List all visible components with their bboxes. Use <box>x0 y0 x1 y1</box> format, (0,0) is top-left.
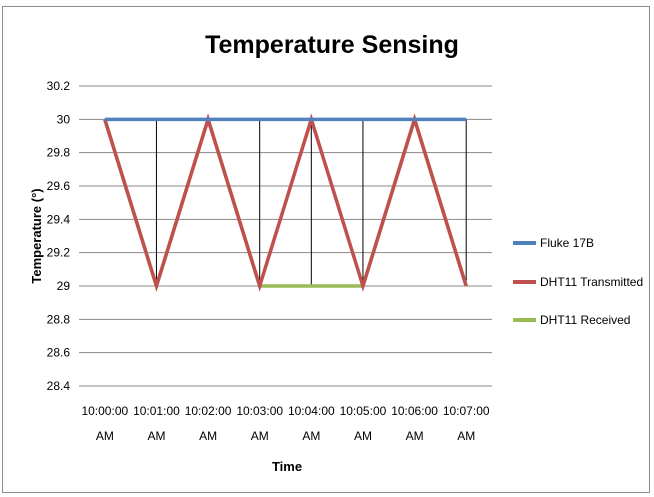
series-line <box>103 113 468 292</box>
y-tick-label: 30.2 <box>47 79 71 93</box>
y-tick-label: 28.4 <box>47 379 71 393</box>
legend-label: Fluke 17B <box>540 236 594 250</box>
legend-label: DHT11 Received <box>540 313 630 327</box>
legend-label: DHT11 Transmitted <box>540 275 643 289</box>
x-tick-label: 10:03:00 <box>236 404 283 418</box>
legend: Fluke 17B DHT11 Transmitted DHT11 Received <box>513 236 643 327</box>
x-tick-label: AM <box>406 429 424 443</box>
y-tick-label: 28.6 <box>47 346 71 360</box>
y-tick-label: 29.8 <box>47 146 71 160</box>
x-tick-label: 10:07:00 <box>443 404 490 418</box>
x-tick-label: 10:05:00 <box>340 404 387 418</box>
x-tick-label: 10:02:00 <box>185 404 232 418</box>
x-tick-labels: 10:00:00 AM 10:01:00 AM 10:02:00 AM 10:03:00 AM… <box>81 404 489 443</box>
drop-lines <box>155 119 467 286</box>
series-lines <box>103 113 468 292</box>
y-tick-labels: 30.2 30 29.8 29.6 29.4 29.2 29 28.8 28.6 28.4 <box>47 79 71 393</box>
chart-container <box>2 6 650 493</box>
x-tick-label: AM <box>96 429 114 443</box>
y-tick-label: 29 <box>57 279 71 293</box>
x-tick-label: AM <box>199 429 217 443</box>
y-axis-label: Temperature (°) <box>29 188 44 283</box>
y-tick-label: 29.4 <box>47 212 71 226</box>
x-axis-label: Time <box>272 459 302 474</box>
x-tick-label: AM <box>457 429 475 443</box>
y-tick-label: 29.2 <box>47 246 71 260</box>
x-tick-label: AM <box>251 429 269 443</box>
y-tick-label: 30 <box>57 112 71 126</box>
x-tick-label: 10:04:00 <box>288 404 335 418</box>
y-tick-label: 28.8 <box>47 312 71 326</box>
x-tick-label: 10:01:00 <box>133 404 180 418</box>
x-tick-label: AM <box>302 429 320 443</box>
y-tick-label: 29.6 <box>47 179 71 193</box>
x-tick-label: 10:00:00 <box>81 404 128 418</box>
chart-title: Temperature Sensing <box>205 31 459 59</box>
x-tick-label: AM <box>147 429 165 443</box>
x-tick-label: 10:06:00 <box>391 404 438 418</box>
x-tick-label: AM <box>354 429 372 443</box>
